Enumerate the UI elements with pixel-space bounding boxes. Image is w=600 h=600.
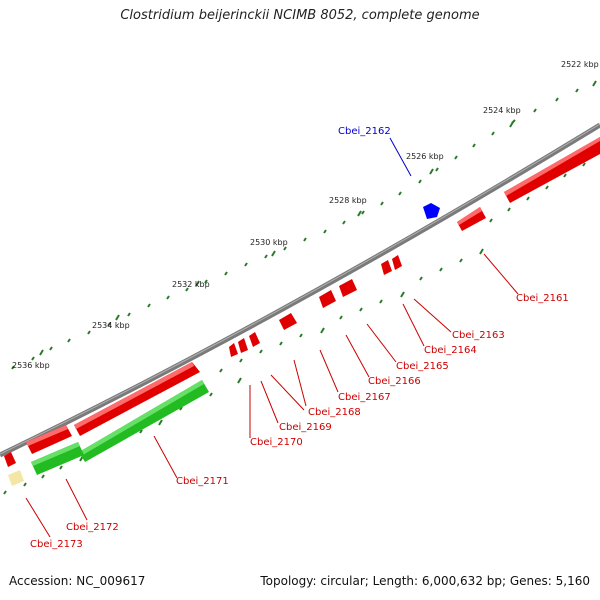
label-leaders (25, 137, 519, 538)
gene-arrow[interactable] (74, 362, 200, 436)
gene-arrow[interactable] (319, 290, 336, 308)
gene-label[interactable]: Cbei_2170 (250, 437, 303, 448)
gene-arrow[interactable] (457, 207, 486, 231)
rna-gene[interactable] (31, 380, 209, 475)
kbp-label: 2528 kbp (329, 196, 367, 205)
gene-label[interactable]: Cbei_2171 (176, 476, 229, 487)
gene-arrow[interactable] (381, 260, 392, 275)
gene-label[interactable]: Cbei_2167 (338, 392, 391, 403)
gene-label[interactable]: Cbei_2162 (338, 126, 391, 137)
kbp-label: 2536 kbp (12, 361, 50, 370)
accession-text: Accession: NC_009617 (9, 574, 146, 588)
gene-label[interactable]: Cbei_2163 (452, 330, 505, 341)
kbp-labels: 2522 kbp 2524 kbp 2526 kbp 2528 kbp 2530… (12, 60, 599, 370)
gene-label[interactable]: Cbei_2169 (279, 422, 332, 433)
kbp-label: 2524 kbp (483, 106, 521, 115)
gene-label[interactable]: Cbei_2172 (66, 522, 119, 533)
gene-arrow[interactable] (229, 343, 238, 357)
pseudo-gene[interactable] (8, 470, 24, 486)
genome-backbone (0, 122, 600, 458)
gene-arrow[interactable] (249, 332, 260, 347)
gene-arrow[interactable] (279, 313, 297, 330)
gene-label[interactable]: Cbei_2168 (308, 407, 361, 418)
gene-label[interactable]: Cbei_2173 (30, 539, 83, 550)
reverse-genes (4, 207, 486, 467)
gene-labels: Cbei_2162 Cbei_2161 Cbei_2163 Cbei_2164 … (30, 126, 569, 550)
outer-tick-ring (11, 88, 579, 370)
highlight-gene-marker[interactable] (423, 203, 440, 219)
forward-genes (26, 137, 600, 454)
gene-label[interactable]: Cbei_2165 (396, 361, 449, 372)
kbp-label: 2522 kbp (561, 60, 599, 69)
gene-label[interactable]: Cbei_2161 (516, 293, 569, 304)
gene-arrow[interactable] (4, 452, 16, 467)
gene-label[interactable]: Cbei_2164 (424, 345, 477, 356)
gene-label[interactable]: Cbei_2166 (368, 376, 421, 387)
kbp-label: 2526 kbp (406, 152, 444, 161)
gene-arrow[interactable] (238, 338, 248, 353)
outer-major-ticks (39, 80, 597, 356)
gene-arrow[interactable] (392, 255, 402, 270)
topology-text: Topology: circular; Length: 6,000,632 bp… (260, 574, 590, 588)
map-title: Clostridium beijerinckii NCIMB 8052, com… (120, 8, 480, 23)
kbp-label: 2530 kbp (250, 238, 288, 247)
kbp-label: 2532 kbp (172, 280, 210, 289)
gene-arrow[interactable] (26, 425, 72, 454)
gene-arrow[interactable] (339, 279, 357, 297)
kbp-label: 2534 kbp (92, 321, 130, 330)
